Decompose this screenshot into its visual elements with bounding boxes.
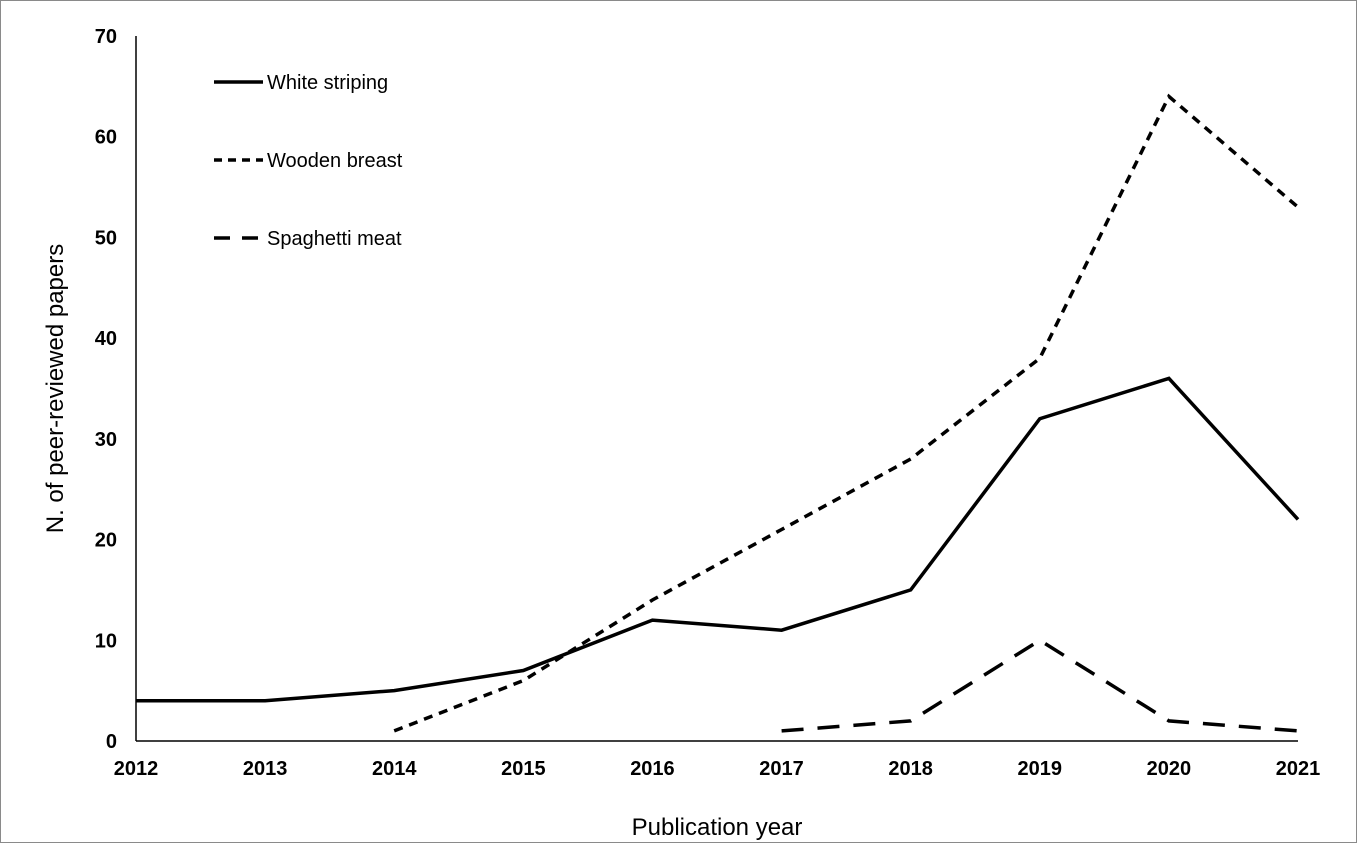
y-axis-title: N. of peer-reviewed papers	[42, 244, 69, 533]
y-tick-label: 60	[95, 127, 117, 149]
y-tick-label: 40	[95, 328, 117, 350]
legend-label-white-striping: White striping	[267, 72, 388, 94]
x-tick-label: 2016	[630, 758, 675, 780]
x-tick-label: 2012	[114, 758, 159, 780]
legend: White striping Wooden breast Spaghetti mea…	[214, 72, 403, 250]
x-tick-label: 2021	[1276, 758, 1321, 780]
x-tick-label: 2020	[1147, 758, 1192, 780]
y-tick-label: 0	[106, 731, 117, 753]
x-tick-label: 2017	[759, 758, 804, 780]
series-line-spaghetti-meat	[781, 638, 1299, 733]
x-axis-title: Publication year	[632, 814, 803, 841]
y-tick-label: 10	[95, 630, 117, 652]
y-tick-label: 70	[95, 26, 117, 48]
y-tick-label: 30	[95, 429, 117, 451]
axes	[135, 36, 1298, 742]
y-tick-label: 20	[95, 530, 117, 552]
x-tick-label: 2018	[888, 758, 933, 780]
y-tick-label: 50	[95, 227, 117, 249]
x-tick-label: 2013	[243, 758, 288, 780]
series-line-white-striping	[136, 376, 1300, 703]
y-tick-labels: 0 10 20 30 40 50 60 70	[95, 26, 117, 753]
series-lines	[136, 93, 1300, 733]
legend-label-wooden-breast: Wooden breast	[267, 150, 403, 172]
series-line-wooden-breast	[393, 93, 1300, 733]
x-tick-label: 2019	[1018, 758, 1063, 780]
x-tick-labels: 2012 2013 2014 2015 2016 2017 2018 2019 2020 2021	[114, 758, 1321, 780]
x-tick-label: 2014	[372, 758, 417, 780]
legend-label-spaghetti-meat: Spaghetti meat	[267, 228, 402, 250]
x-tick-label: 2015	[501, 758, 546, 780]
